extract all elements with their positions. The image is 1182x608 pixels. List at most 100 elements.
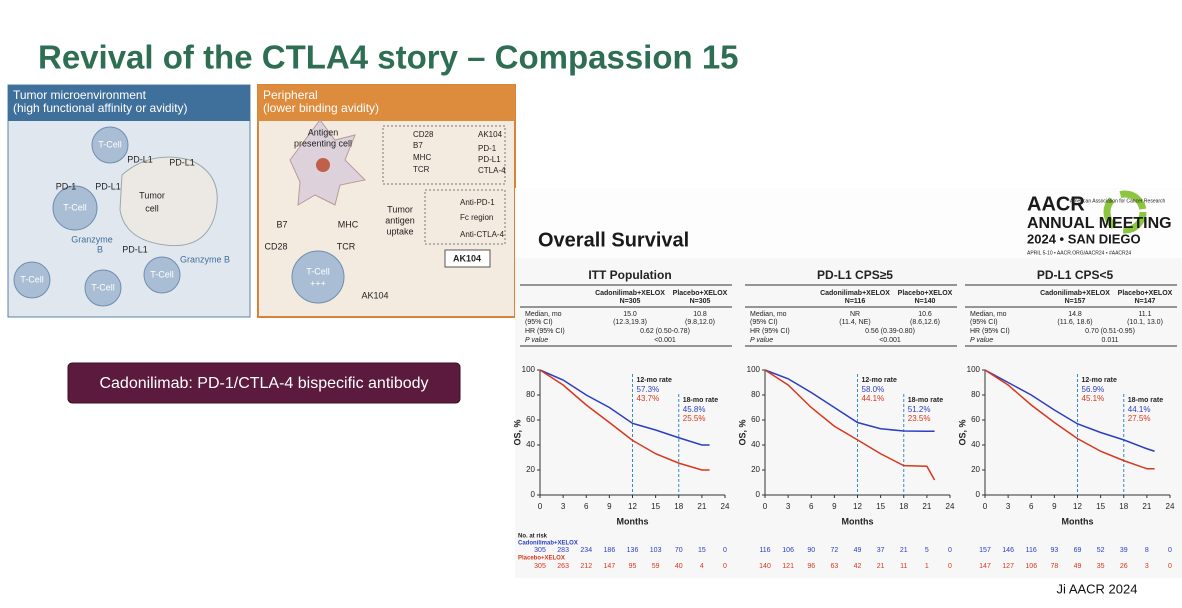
legend-label: PD-1 (478, 144, 497, 153)
risk-count: 69 (1074, 547, 1082, 554)
diagram-label: Granzyme (71, 234, 113, 244)
risk-count: 49 (1074, 563, 1082, 570)
y-tick-label: 20 (971, 465, 980, 474)
risk-count: 103 (650, 547, 662, 554)
table-cell: P value (525, 337, 548, 344)
risk-count: 15 (698, 547, 706, 554)
risk-count: 146 (1002, 547, 1014, 554)
diagram-label: presenting cell (294, 138, 352, 148)
column-head: Cadonilimab+XELOX (595, 290, 665, 297)
diagram-label: PD-L1 (127, 154, 153, 164)
callout-box (67, 362, 461, 404)
table-cell: P value (750, 337, 773, 344)
legend-label: TCR (413, 165, 430, 174)
diagram-label: Tumor (139, 190, 165, 200)
table-cell: (8.6,12.6) (910, 319, 940, 326)
risk-count: 140 (759, 563, 771, 570)
x-tick-label: 18 (1119, 502, 1128, 511)
rate-value: 44.1% (1128, 405, 1151, 414)
legend-label: AK104 (478, 130, 503, 139)
column-head: Placebo+XELOX (1118, 290, 1173, 297)
table-cell: 0.011 (1102, 337, 1119, 344)
y-tick-label: 0 (976, 490, 981, 499)
table-cell: (11.6, 18.6) (1057, 319, 1092, 326)
table-cell: 10.8 (693, 311, 707, 318)
rate-value: 51.2% (908, 405, 931, 414)
diagram-label: CD28 (264, 241, 287, 251)
rate-label: 12-mo rate (862, 377, 898, 384)
column-head: Cadonilimab+XELOX (1040, 290, 1110, 297)
table-cell: 0.56 (0.39-0.80) (865, 328, 915, 335)
risk-count: 0 (948, 547, 952, 554)
diagram-label: PD-L1 (169, 157, 195, 167)
y-axis-label: OS, % (957, 419, 967, 445)
diagram-label: T-Cell (63, 202, 87, 212)
table-cell: HR (95% CI) (970, 328, 1010, 335)
table-cell: Median, mo (970, 311, 1007, 318)
diagram-label: T-Cell (91, 282, 115, 292)
table-cell: 14.8 (1068, 311, 1082, 318)
table-cell: Median, mo (525, 311, 562, 318)
risk-count: 147 (604, 563, 616, 570)
panel-heading: Tumor microenvironment (13, 88, 147, 102)
table-cell: <0.001 (654, 337, 676, 344)
x-tick-label: 15 (651, 502, 660, 511)
y-tick-label: 100 (747, 365, 761, 374)
x-tick-label: 24 (721, 502, 730, 511)
table-cell: (11.4, NE) (839, 319, 870, 326)
risk-count: 95 (629, 563, 637, 570)
x-tick-label: 12 (628, 502, 637, 511)
slide-title: Revival of the CTLA4 story – Compassion … (38, 39, 739, 76)
diagram-label: TCR (337, 241, 356, 251)
rate-value: 25.5% (683, 414, 706, 423)
legend-label: Anti-CTLA-4 (460, 230, 505, 239)
rate-label: 18-mo rate (1128, 397, 1164, 404)
legend-label: CTLA-4 (478, 166, 506, 175)
logo-text: ANNUAL MEETING (1027, 215, 1172, 232)
y-axis-label: OS, % (512, 419, 522, 445)
x-tick-label: 21 (697, 502, 706, 511)
table-cell: 15.0 (623, 311, 637, 318)
x-axis-label: Months (617, 516, 649, 526)
table-cell: P value (970, 337, 993, 344)
y-tick-label: 80 (971, 390, 980, 399)
diagram-label: T-Cell (306, 266, 330, 276)
peripheral-header (258, 85, 515, 121)
x-tick-label: 24 (946, 502, 955, 511)
y-tick-label: 60 (526, 415, 535, 424)
table-cell: (9.8,12.0) (685, 319, 715, 326)
legend-label: MHC (413, 153, 431, 162)
diagram-label: Antigen (308, 127, 339, 137)
y-tick-label: 0 (531, 490, 536, 499)
risk-count: 1 (925, 563, 929, 570)
legend-label: B7 (413, 141, 423, 150)
risk-count: 72 (830, 547, 838, 554)
risk-count: 0 (948, 563, 952, 570)
risk-count: 52 (1097, 547, 1105, 554)
risk-count: 40 (675, 563, 683, 570)
x-axis-label: Months (1062, 516, 1094, 526)
diagram-label: T-Cell (98, 139, 122, 149)
x-tick-label: 21 (1142, 502, 1151, 511)
risk-count: 147 (979, 563, 991, 570)
x-tick-label: 9 (832, 502, 837, 511)
legend-label: Fc region (460, 213, 493, 222)
legend-label: PD-L1 (478, 155, 501, 164)
y-tick-label: 40 (971, 440, 980, 449)
risk-count: 49 (854, 547, 862, 554)
x-tick-label: 24 (1166, 502, 1175, 511)
x-tick-label: 0 (983, 502, 988, 511)
diagram-label: B7 (276, 219, 287, 229)
column-head: Placebo+XELOX (898, 290, 953, 297)
column-n: N=157 (1065, 298, 1086, 305)
table-cell: 0.70 (0.51-0.95) (1085, 328, 1135, 335)
risk-count: 93 (1050, 547, 1058, 554)
inset-body (515, 258, 1182, 578)
y-tick-label: 40 (526, 440, 535, 449)
column-n: N=140 (915, 298, 936, 305)
risk-count: 35 (1097, 563, 1105, 570)
table-cell: Median, mo (750, 311, 787, 318)
diagram-label: cell (145, 203, 159, 213)
rate-value: 23.5% (908, 414, 931, 423)
